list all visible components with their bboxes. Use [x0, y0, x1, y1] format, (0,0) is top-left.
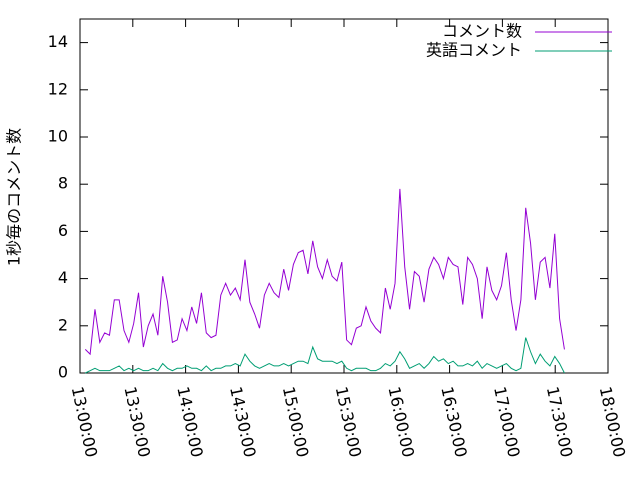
series-line: [84, 188, 565, 356]
y-tick-label: 0: [58, 363, 68, 382]
x-tick-label: 16:30:00: [437, 385, 471, 459]
legend-label: 英語コメント: [426, 41, 522, 60]
y-tick-label: 10: [48, 127, 68, 146]
x-tick-label: 14:00:00: [173, 385, 207, 459]
legend-label: コメント数: [442, 22, 522, 41]
x-tick-label: 17:00:00: [490, 385, 524, 459]
y-tick-label: 6: [58, 221, 68, 240]
x-tick-label: 13:30:00: [120, 385, 154, 459]
y-tick-label: 4: [58, 268, 68, 287]
y-tick-label: 2: [58, 315, 68, 334]
series-line: [85, 337, 565, 374]
y-tick-label: 8: [58, 174, 68, 193]
x-tick-label: 15:00:00: [279, 385, 313, 459]
x-tick-label: 15:30:00: [332, 385, 366, 459]
y-tick-label: 14: [48, 32, 68, 51]
x-tick-label: 14:30:00: [226, 385, 260, 459]
x-tick-label: 13:00:00: [68, 385, 102, 459]
x-tick-label: 17:30:00: [543, 385, 577, 459]
x-tick-label: 16:00:00: [384, 385, 418, 459]
x-tick-label: 18:00:00: [596, 385, 630, 459]
y-tick-label: 12: [48, 79, 68, 98]
y-axis-label: 1秒毎のコメント数: [5, 128, 24, 266]
